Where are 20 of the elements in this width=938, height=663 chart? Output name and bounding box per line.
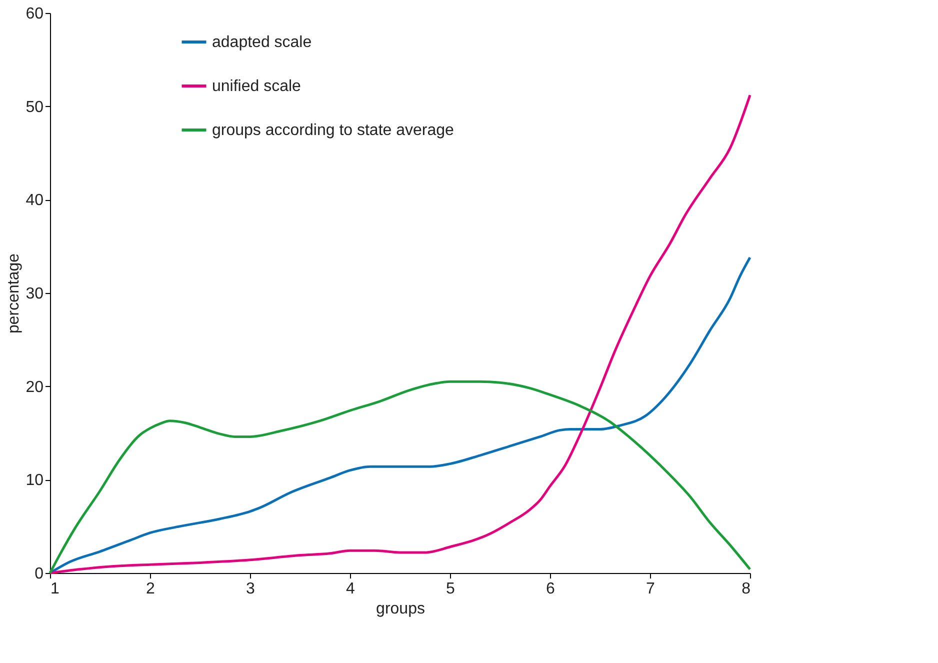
y-tick-label: 30 <box>26 286 44 302</box>
x-tick-label: 8 <box>742 580 751 598</box>
x-tick-label: 1 <box>50 580 60 598</box>
y-tick-label: 40 <box>26 192 44 210</box>
x-tick-label: 7 <box>646 580 656 598</box>
x-tick-label: 3 <box>246 580 256 598</box>
y-tick-label: 20 <box>26 378 44 396</box>
legend-label: adapted scale <box>212 34 312 51</box>
y-tick-label: 0 <box>34 566 44 582</box>
x-axis-title: groups <box>376 600 425 618</box>
y-tick-label: 60 <box>26 6 44 22</box>
x-tick-label: 6 <box>546 580 556 598</box>
x-tick-label: 4 <box>346 580 356 598</box>
legend-label: groups according to state average <box>212 122 454 139</box>
legend-label: unified scale <box>212 78 302 95</box>
x-tick-label: 5 <box>446 580 456 598</box>
y-tick-label: 10 <box>26 472 44 490</box>
x-tick-label: 2 <box>146 580 156 598</box>
y-tick-label: 50 <box>26 98 44 116</box>
y-axis-title: percentage <box>6 253 23 334</box>
